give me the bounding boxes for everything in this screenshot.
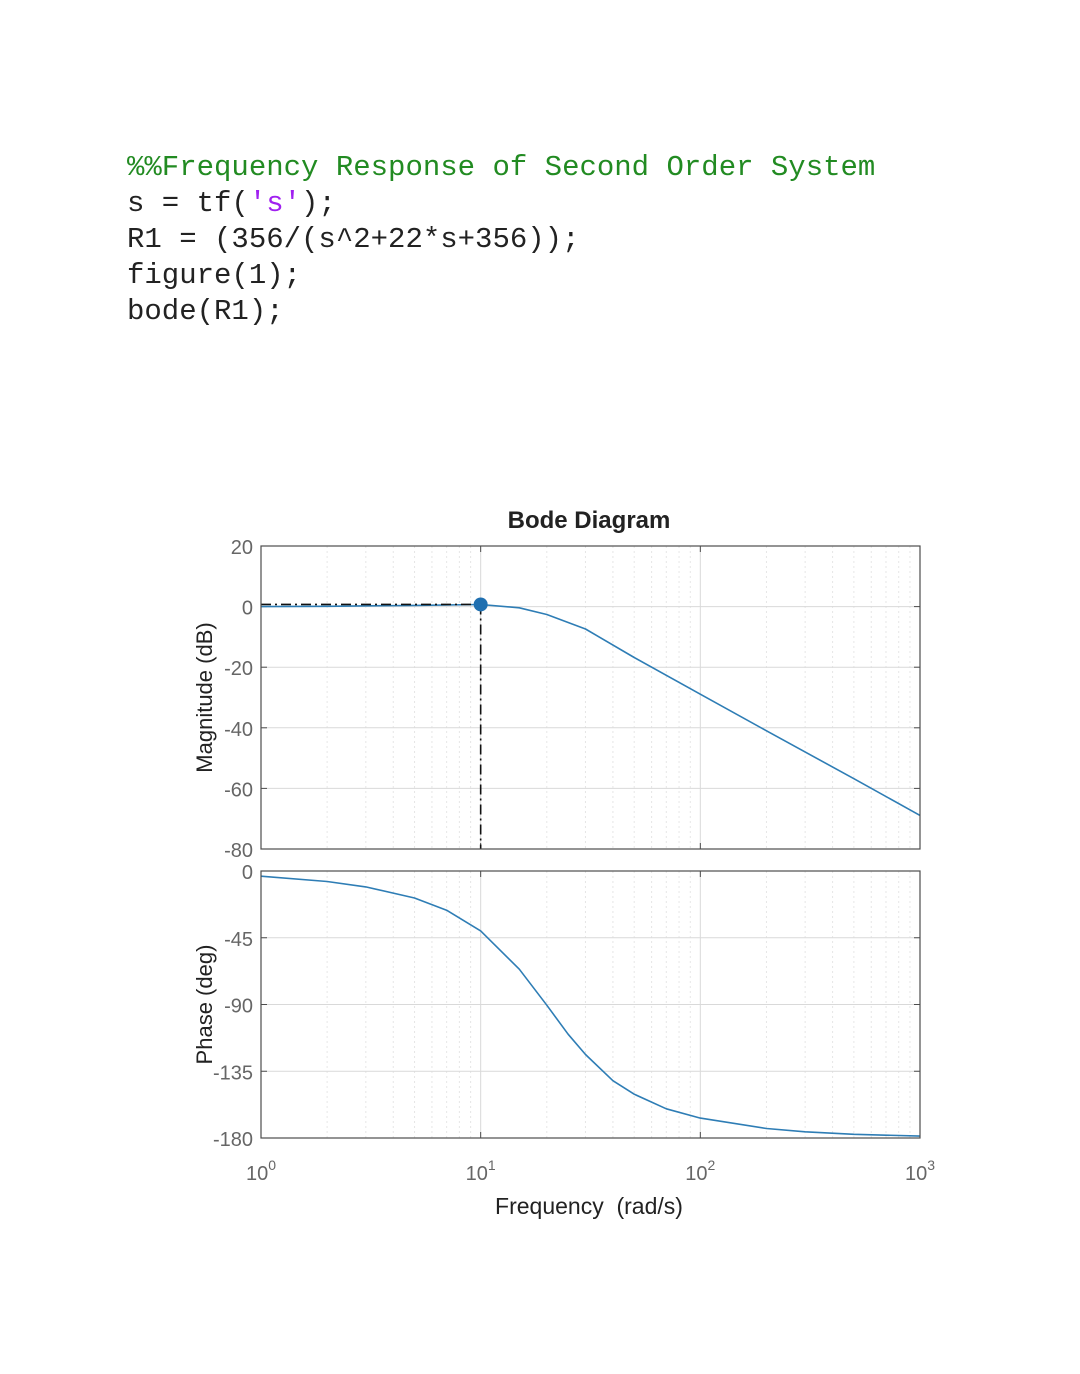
x-tick-label: 100 xyxy=(246,1157,276,1185)
x-tick-label: 103 xyxy=(905,1157,935,1185)
y-tick-label: -45 xyxy=(224,929,253,951)
y-tick-label: -90 xyxy=(224,996,253,1018)
phase-curve xyxy=(260,875,921,1137)
axes-box xyxy=(260,870,921,1139)
code-line-transfer-function: R1 = (356/(s^2+22*s+356)); xyxy=(127,223,580,256)
code-tf-prefix: s = tf( xyxy=(127,187,249,220)
magnitude-y-axis-label: Magnitude (dB) xyxy=(192,622,217,772)
magnitude-curve xyxy=(260,603,921,817)
chart-title: Bode Diagram xyxy=(508,507,671,534)
data-tip-marker xyxy=(473,597,488,612)
y-tick-label: -80 xyxy=(224,840,253,862)
y-tick-label: 20 xyxy=(231,537,253,559)
code-line-bode: bode(R1); xyxy=(127,295,284,328)
plot-area xyxy=(261,546,920,849)
y-tick-label: -180 xyxy=(213,1129,253,1151)
y-tick-label: -60 xyxy=(224,779,253,801)
x-axis-label: Frequency (rad/s) xyxy=(495,1193,683,1219)
y-tick-label: 0 xyxy=(242,862,253,884)
phase-y-axis-label: Phase (deg) xyxy=(192,945,217,1065)
y-tick-label: -40 xyxy=(224,719,253,741)
code-line-figure: figure(1); xyxy=(127,259,302,292)
code-line-tf: s = tf('s'); xyxy=(127,186,875,222)
code-tf-string: 's' xyxy=(248,187,302,220)
axes-box xyxy=(260,545,921,850)
y-tick-label: -20 xyxy=(224,658,253,680)
code-tf-suffix: ); xyxy=(301,187,336,220)
phase-panel: 0 -45 -90 -135 -180 Phase (deg) xyxy=(192,862,921,1151)
x-tick-label: 101 xyxy=(466,1157,496,1185)
code-comment-line: %%Frequency Response of Second Order Sys… xyxy=(127,151,876,184)
y-tick-label: 0 xyxy=(242,598,253,620)
code-block: %%Frequency Response of Second Order Sys… xyxy=(127,150,875,330)
x-tick-label: 102 xyxy=(685,1157,715,1185)
magnitude-panel: 20 0 -20 -40 -60 -80 Magnitude (dB) xyxy=(192,537,921,862)
y-tick-label: -135 xyxy=(213,1062,253,1084)
